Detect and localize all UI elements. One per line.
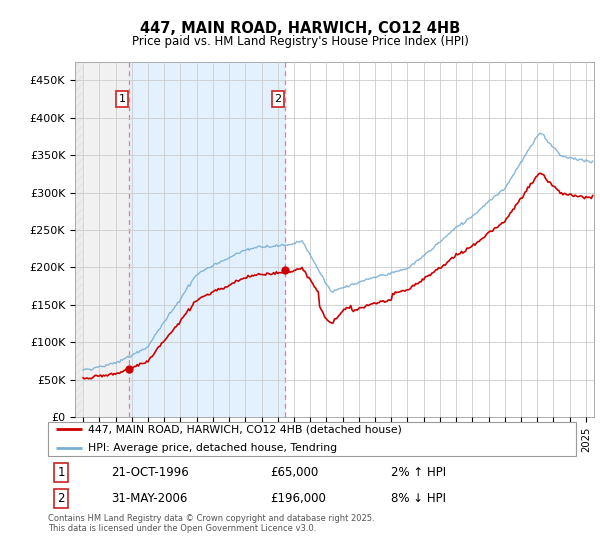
FancyBboxPatch shape [48,422,576,456]
Polygon shape [75,62,83,417]
Text: £196,000: £196,000 [270,492,326,505]
Text: 447, MAIN ROAD, HARWICH, CO12 4HB (detached house): 447, MAIN ROAD, HARWICH, CO12 4HB (detac… [88,424,401,435]
Text: 31-MAY-2006: 31-MAY-2006 [112,492,188,505]
Text: Price paid vs. HM Land Registry's House Price Index (HPI): Price paid vs. HM Land Registry's House … [131,35,469,48]
Text: 8% ↓ HPI: 8% ↓ HPI [391,492,446,505]
Bar [128,62,284,417]
Text: 447, MAIN ROAD, HARWICH, CO12 4HB: 447, MAIN ROAD, HARWICH, CO12 4HB [140,21,460,36]
Text: Contains HM Land Registry data © Crown copyright and database right 2025.
This d: Contains HM Land Registry data © Crown c… [48,514,374,534]
Text: 1: 1 [58,466,65,479]
Text: 2: 2 [274,94,281,104]
Text: 1: 1 [119,94,125,104]
Text: 2% ↑ HPI: 2% ↑ HPI [391,466,446,479]
Text: £65,000: £65,000 [270,466,318,479]
Text: 21-OCT-1996: 21-OCT-1996 [112,466,189,479]
Bar [75,62,128,417]
Text: HPI: Average price, detached house, Tendring: HPI: Average price, detached house, Tend… [88,443,337,452]
Text: 2: 2 [58,492,65,505]
